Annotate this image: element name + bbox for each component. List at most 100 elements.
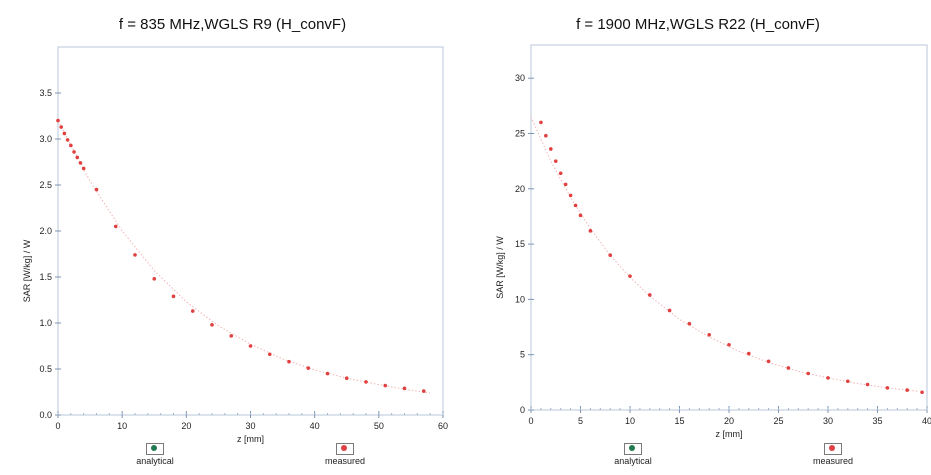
analytical-series bbox=[57, 120, 431, 394]
measured-point bbox=[113, 224, 118, 229]
measured-point bbox=[806, 371, 810, 376]
measured-point bbox=[905, 388, 909, 392]
measured-point bbox=[608, 253, 612, 257]
chart-title: f = 835 MHz,WGLS R9 (H_convF) bbox=[118, 16, 347, 33]
y-tick-label: 0.0 bbox=[39, 410, 52, 420]
x-tick-label: 20 bbox=[724, 416, 734, 426]
measured-point bbox=[75, 155, 80, 160]
measured-series bbox=[539, 120, 924, 395]
y-tick-label: 1.0 bbox=[39, 318, 52, 328]
measured-point bbox=[563, 182, 568, 187]
y-axis-title: SAR [W/kg] / W bbox=[495, 236, 505, 299]
measured-point bbox=[648, 293, 652, 297]
y-axis-title: SAR [W/kg] / W bbox=[22, 239, 32, 302]
measured-point bbox=[152, 277, 157, 281]
measured-point bbox=[544, 133, 548, 138]
measured-point bbox=[59, 125, 64, 129]
measured-point bbox=[628, 274, 632, 278]
chart-1900mhz: 0 5 10 15 20 25 30 0 5 10 15 20 25 30 35 40 z [mm] SAR [W… bbox=[495, 44, 931, 439]
measured-point bbox=[553, 159, 558, 163]
measured-point bbox=[727, 342, 731, 347]
x-tick-label: 5 bbox=[578, 416, 583, 426]
measured-point bbox=[573, 203, 578, 208]
measured-point bbox=[287, 359, 291, 364]
plot-frame bbox=[57, 46, 444, 416]
chart-panel-835mhz: f = 835 MHz,WGLS R9 (H_convF) 0.0 0.5 1.0 1… bbox=[0, 0, 465, 475]
y-tick-label: 3.5 bbox=[39, 88, 52, 98]
measured-point bbox=[667, 308, 672, 313]
measured-point bbox=[72, 150, 76, 154]
measured-point bbox=[364, 380, 368, 384]
measured-point bbox=[81, 166, 86, 171]
measured-point bbox=[69, 143, 73, 148]
x-tick-label: 15 bbox=[674, 416, 684, 426]
measured-point bbox=[920, 390, 924, 395]
measured-point bbox=[56, 118, 60, 123]
legend-measured: measured bbox=[798, 443, 868, 466]
chart-title: f = 1900 MHz,WGLS R22 (H_convF) bbox=[576, 16, 820, 33]
chart-panel-1900mhz: f = 1900 MHz,WGLS R22 (H_convF) 0 5 10 15 20… bbox=[465, 0, 931, 475]
measured-point bbox=[383, 383, 388, 388]
measured-point bbox=[549, 147, 553, 151]
y-tick-label: 2.5 bbox=[39, 180, 52, 190]
x-axis-title: z [mm] bbox=[716, 429, 743, 439]
x-tick-label: 20 bbox=[181, 421, 191, 431]
x-tick-label: 35 bbox=[872, 416, 882, 426]
y-tick-label: 5 bbox=[520, 350, 525, 360]
legend-analytical: analytical bbox=[120, 443, 190, 466]
plot-frame bbox=[530, 44, 928, 411]
measured-point bbox=[306, 366, 311, 370]
measured-point bbox=[826, 376, 830, 380]
analytical-curve bbox=[530, 116, 918, 392]
measured-point bbox=[766, 359, 771, 364]
measured-point bbox=[248, 344, 253, 348]
x-tick-label: 40 bbox=[922, 416, 931, 426]
y-tick-label: 3.0 bbox=[39, 134, 52, 144]
x-axis-title: z [mm] bbox=[237, 434, 264, 444]
measured-point bbox=[62, 131, 67, 136]
measured-point bbox=[344, 376, 349, 381]
y-tick-label: 0.5 bbox=[39, 364, 52, 374]
measured-point bbox=[885, 386, 890, 390]
analytical-marker-icon bbox=[146, 443, 164, 455]
measured-point bbox=[568, 193, 573, 198]
measured-point bbox=[267, 352, 272, 357]
analytical-curve bbox=[57, 120, 431, 394]
measured-point bbox=[588, 229, 593, 233]
analytical-series bbox=[530, 116, 918, 392]
measured-point bbox=[325, 371, 330, 376]
x-tick-label: 50 bbox=[374, 421, 384, 431]
chart-835mhz: 0.0 0.5 1.0 1.5 2.0 2.5 3.0 3.5 0 10 20 30 40 50 60 z [… bbox=[22, 46, 448, 444]
measured-marker-icon bbox=[824, 443, 842, 455]
y-tick-label: 0 bbox=[520, 405, 525, 415]
x-tick-label: 30 bbox=[823, 416, 833, 426]
x-tick-label: 0 bbox=[55, 421, 60, 431]
y-tick-label: 20 bbox=[515, 184, 525, 194]
measured-point bbox=[229, 334, 234, 338]
legend-analytical-label: analytical bbox=[614, 456, 652, 466]
x-tick-label: 10 bbox=[117, 421, 127, 431]
y-tick-label: 25 bbox=[515, 128, 525, 138]
x-tick-label: 0 bbox=[528, 416, 533, 426]
measured-point bbox=[558, 171, 563, 176]
y-tick-label: 30 bbox=[515, 73, 525, 83]
measured-point bbox=[707, 332, 711, 337]
measured-point bbox=[190, 309, 195, 313]
y-tick-label: 10 bbox=[515, 294, 525, 304]
legend-measured-label: measured bbox=[324, 456, 366, 466]
measured-point bbox=[786, 366, 791, 370]
measured-series bbox=[56, 118, 426, 393]
measured-point bbox=[94, 187, 99, 192]
x-tick-label: 60 bbox=[438, 421, 448, 431]
measured-point bbox=[210, 323, 214, 327]
legend-analytical: analytical bbox=[598, 443, 668, 466]
legend-measured-label: measured bbox=[812, 456, 854, 466]
measured-point bbox=[133, 253, 137, 257]
y-tick-label: 1.5 bbox=[39, 272, 52, 282]
x-tick-label: 25 bbox=[773, 416, 783, 426]
measured-point bbox=[578, 213, 583, 218]
measured-point bbox=[539, 120, 543, 125]
measured-marker-icon bbox=[336, 443, 354, 455]
legend-measured: measured bbox=[310, 443, 380, 466]
measured-point bbox=[747, 351, 751, 356]
